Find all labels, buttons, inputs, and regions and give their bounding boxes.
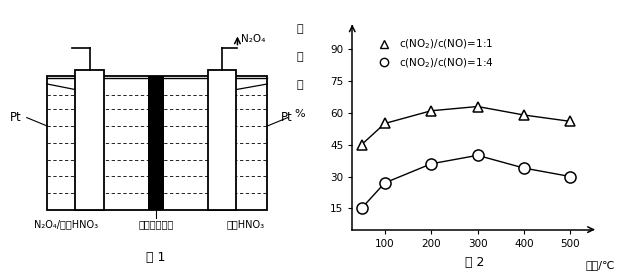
Legend: c(NO$_2$)/c(NO)=1:1, c(NO$_2$)/c(NO)=1:4: c(NO$_2$)/c(NO)=1:1, c(NO$_2$)/c(NO)=1:4 [369, 33, 498, 74]
Text: %: % [294, 109, 305, 119]
Text: Pt: Pt [281, 111, 292, 124]
Text: N₂O₄: N₂O₄ [241, 34, 265, 44]
Text: 率: 率 [296, 80, 303, 90]
Text: 温度/℃: 温度/℃ [586, 260, 615, 270]
Bar [47, 76, 267, 210]
Text: 氮: 氮 [296, 52, 303, 62]
Text: 阳离子交换膜: 阳离子交换膜 [138, 219, 174, 229]
Bar [208, 70, 236, 210]
Text: 图 1: 图 1 [146, 251, 165, 264]
Bar [148, 76, 164, 210]
Text: 图 2: 图 2 [465, 256, 484, 269]
Bar [75, 70, 104, 210]
Text: 脱: 脱 [296, 24, 303, 34]
Text: N₂O₄/无水HNO₃: N₂O₄/无水HNO₃ [34, 219, 98, 229]
Text: Pt: Pt [9, 111, 21, 124]
Text: 无水HNO₃: 无水HNO₃ [226, 219, 264, 229]
